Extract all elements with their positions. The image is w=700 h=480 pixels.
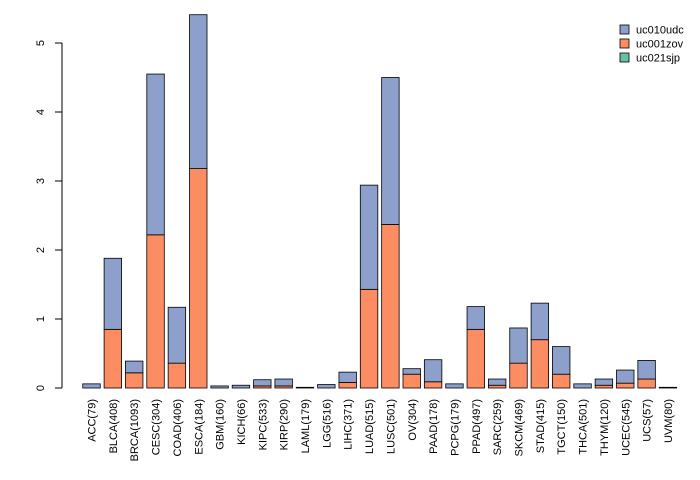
bar-segment-uc001zov <box>637 378 656 389</box>
bar-segment-uc001zov <box>103 328 122 389</box>
x-tick-label: GBM(160) <box>215 399 227 450</box>
x-tick-label: OV(304) <box>407 399 419 441</box>
bar-segment-uc010udc <box>637 359 656 380</box>
y-tick-label: 2 <box>35 247 47 253</box>
x-tick-label: KICH(66) <box>236 399 248 445</box>
bar-segment-uc010udc <box>317 384 336 389</box>
bar-segment-uc010udc <box>573 383 592 389</box>
bar-segment-uc010udc <box>658 386 678 389</box>
x-tick-label: COAD(406) <box>172 399 184 456</box>
x-tick-label: UVM(80) <box>663 399 675 443</box>
bar-segment-uc001zov <box>530 339 549 389</box>
bar-segment-uc001zov <box>359 288 379 389</box>
x-tick-label: KIPC(533) <box>257 399 269 450</box>
bar-segment-uc010udc <box>466 306 485 330</box>
bar-segment-uc001zov <box>338 382 357 389</box>
legend: uc010udc uc001zov uc021sjp <box>619 24 684 65</box>
bar-segment-uc010udc <box>295 386 315 389</box>
x-tick-label: LUSC(501) <box>385 399 397 454</box>
x-tick-label: SARC(259) <box>492 399 504 455</box>
bar-segment-uc001zov <box>146 234 165 389</box>
legend-label: uc021sjp <box>636 53 680 65</box>
bar-segment-uc001zov <box>423 381 443 389</box>
bar-segment-uc010udc <box>274 378 293 387</box>
bar-segment-uc010udc <box>402 368 421 375</box>
x-tick-label: THYM(120) <box>599 399 611 456</box>
bar-segment-uc010udc <box>82 383 101 389</box>
x-tick-label: BLCA(408) <box>108 399 120 453</box>
bar-segment-uc010udc <box>146 73 165 236</box>
x-tick-label: TGCT(150) <box>556 399 568 455</box>
bar-segment-uc010udc <box>487 378 507 386</box>
x-tick-label: ESCA(184) <box>193 399 205 455</box>
bar-segment-uc010udc <box>125 360 144 374</box>
bar-segment-uc010udc <box>210 385 229 389</box>
bar-segment-uc010udc <box>359 184 379 290</box>
bar-segment-uc010udc <box>423 359 443 383</box>
x-tick-label: KIRP(290) <box>279 399 291 450</box>
bar-segment-uc001zov <box>381 224 400 389</box>
bar-segment-uc010udc <box>594 378 614 386</box>
x-tick-label: ACC(79) <box>87 399 99 442</box>
y-axis: 0 1 2 3 4 5 <box>35 40 63 391</box>
bar-segment-uc001zov <box>509 362 528 389</box>
y-tick-label: 1 <box>35 316 47 322</box>
x-axis-labels: ACC(79) BLCA(408) BRCA(1093) CESC(304) COAD(… <box>87 399 675 461</box>
bar-segment-uc001zov <box>167 362 187 389</box>
bar-segment-uc010udc <box>552 346 571 375</box>
x-tick-label: LAML(179) <box>300 399 312 453</box>
bar-segment-uc010udc <box>509 327 528 364</box>
x-tick-label: LGG(516) <box>321 399 333 448</box>
legend-swatch <box>619 38 630 49</box>
bar-segment-uc001zov <box>594 384 614 389</box>
legend-swatch <box>619 52 630 63</box>
x-tick-label: PPAD(497) <box>471 399 483 454</box>
bar-segment-uc001zov <box>402 373 421 389</box>
bar-segment-uc001zov <box>189 168 208 389</box>
x-tick-label: BRCA(1093) <box>129 399 141 461</box>
bar-segment-uc010udc <box>231 384 251 389</box>
x-tick-label: PAAD(178) <box>428 399 440 454</box>
bar-segment-uc010udc <box>338 371 357 383</box>
bar-segment-uc010udc <box>167 306 187 364</box>
bar-segment-uc010udc <box>381 77 400 225</box>
y-tick-label: 5 <box>35 40 47 46</box>
y-tick-label: 0 <box>35 385 47 391</box>
x-tick-label: CESC(304) <box>151 399 163 455</box>
x-tick-label: THCA(501) <box>578 399 590 455</box>
y-tick-label: 3 <box>35 178 47 184</box>
legend-label: uc001zov <box>636 39 684 51</box>
legend-swatch <box>619 24 630 35</box>
x-tick-label: UCS(57) <box>642 399 654 442</box>
x-tick-label: LIHC(371) <box>343 399 355 450</box>
bar-segment-uc010udc <box>616 369 635 384</box>
x-tick-label: SKCM(469) <box>514 399 526 456</box>
bar-segment-uc010udc <box>445 383 464 389</box>
bar-segment-uc001zov <box>487 384 507 389</box>
x-tick-label: PCPG(179) <box>449 399 461 456</box>
bar-segment-uc010udc <box>189 14 208 169</box>
x-tick-label: UCEC(545) <box>620 399 632 456</box>
bar-segment-uc010udc <box>103 257 122 330</box>
bar-segment-uc001zov <box>552 373 571 389</box>
bar-segment-uc010udc <box>253 379 272 387</box>
x-tick-label: STAD(415) <box>535 399 547 453</box>
legend-label: uc010udc <box>636 25 684 37</box>
y-tick-label: 4 <box>35 109 47 115</box>
bar-segment-uc001zov <box>125 372 144 389</box>
bar-segment-uc001zov <box>616 382 635 389</box>
x-tick-label: LUAD(515) <box>364 399 376 454</box>
bar-segment-uc010udc <box>530 302 549 341</box>
bar-segment-uc001zov <box>466 328 485 389</box>
bars <box>82 14 678 389</box>
